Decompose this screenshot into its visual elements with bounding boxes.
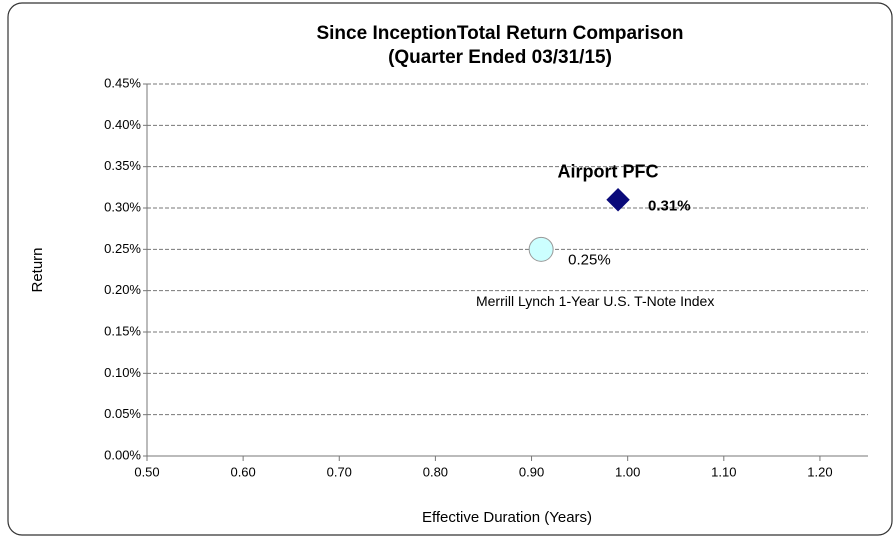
chart-subtitle: (Quarter Ended 03/31/15) — [388, 47, 612, 68]
y-tick-label: 0.20% — [104, 282, 141, 297]
x-tick-label: 0.80 — [423, 464, 448, 479]
x-tick-label: 1.00 — [615, 464, 640, 479]
data-label: 0.31% — [648, 198, 691, 215]
y-tick-label: 0.25% — [104, 241, 141, 256]
y-tick-label: 0.40% — [104, 117, 141, 132]
x-tick-label: 0.50 — [134, 464, 159, 479]
x-tick-label: 1.10 — [711, 464, 736, 479]
point — [606, 188, 630, 212]
series-label: Airport PFC — [558, 161, 659, 181]
x-tick-label: 0.70 — [327, 464, 352, 479]
series-label: Merrill Lynch 1-Year U.S. T-Note Index — [476, 293, 714, 309]
x-tick-label: 0.90 — [519, 464, 544, 479]
chart-frame — [7, 2, 893, 536]
y-tick-label: 0.15% — [104, 323, 141, 338]
y-tick-label: 0.30% — [104, 199, 141, 214]
data-label: 0.25% — [568, 251, 611, 268]
x-tick-label: 0.60 — [230, 464, 255, 479]
point — [528, 236, 554, 262]
chart-title: Since InceptionTotal Return Comparison — [316, 23, 683, 44]
x-axis-label: Effective Duration (Years) — [422, 509, 592, 526]
y-tick-label: 0.00% — [104, 447, 141, 462]
x-tick-label: 1.20 — [807, 464, 832, 479]
y-tick-label: 0.05% — [104, 406, 141, 421]
y-tick-label: 0.45% — [104, 75, 141, 90]
y-axis-label: Return — [29, 247, 46, 292]
y-tick-label: 0.10% — [104, 365, 141, 380]
y-tick-label: 0.35% — [104, 158, 141, 173]
